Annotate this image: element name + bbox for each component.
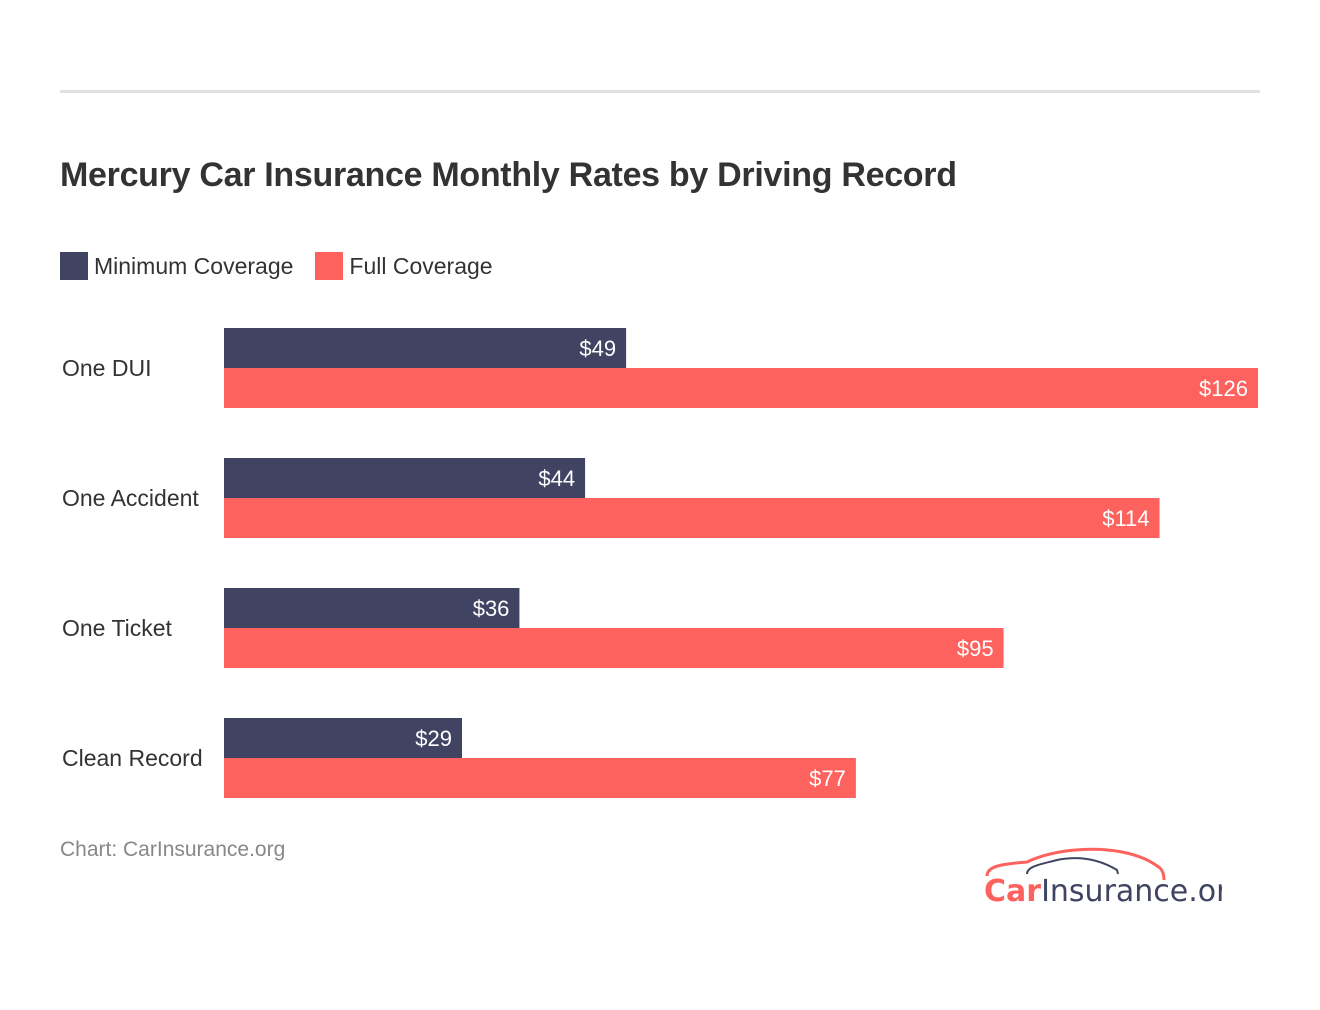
top-divider [60,90,1260,93]
data-label: $44 [538,466,575,491]
carinsurance-logo: CarInsurance.org [982,846,1247,917]
category-label: One DUI [62,355,151,381]
bar-full [224,758,856,798]
legend-label-minimum: Minimum Coverage [94,252,294,279]
bar-minimum [224,458,586,498]
legend-swatch-minimum [60,252,88,280]
legend-swatch-full [315,252,344,280]
bar-minimum [224,588,520,628]
bar-full [224,368,1258,408]
data-label: $95 [957,636,994,661]
category-label: One Accident [62,485,199,511]
data-label: $29 [415,726,452,751]
bar-full [224,498,1160,538]
bar-minimum [224,718,462,758]
bar-full [224,628,1004,668]
bar-minimum [224,328,627,368]
chart-source: Chart: CarInsurance.org [60,838,286,861]
legend: Minimum Coverage Full Coverage [60,252,515,280]
svg-text:CarInsurance.org: CarInsurance.org [984,874,1222,909]
data-label: $114 [1102,506,1149,531]
legend-item-full: Full Coverage [315,252,493,280]
legend-item-minimum: Minimum Coverage [60,252,293,280]
car-logo-icon: CarInsurance.org [984,847,1247,909]
category-label: Clean Record [62,745,203,771]
data-label: $77 [809,766,846,791]
data-label: $126 [1199,376,1248,401]
chart-title: Mercury Car Insurance Monthly Rates by D… [60,156,957,194]
data-label: $49 [579,336,616,361]
data-label: $36 [473,596,510,621]
category-label: One Ticket [62,615,173,641]
legend-label-full: Full Coverage [349,252,493,279]
